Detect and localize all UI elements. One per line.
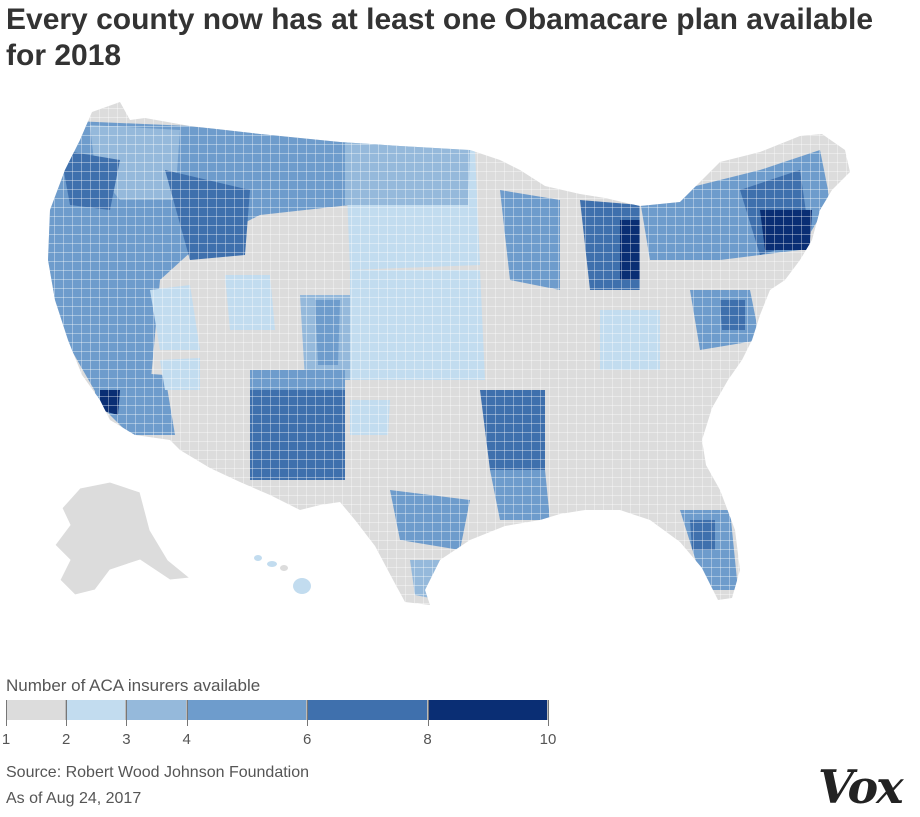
legend-tick [307,700,309,726]
legend-tick [548,700,549,726]
legend-tick [427,700,429,726]
legend-title: Number of ACA insurers available [6,676,261,695]
legend-tick [66,700,68,726]
lower-48-states [48,102,850,605]
legend-bin [6,700,67,720]
legend-tick-label: 6 [302,731,312,748]
map-svg [48,102,850,605]
legend-bin [126,700,187,720]
legend-bin [307,700,428,720]
legend-tick-marks: 1 2 3 4 6 8 10 [2,700,556,750]
legend-tick [6,700,7,726]
legend-bin [186,700,308,720]
legend-tick-label: 10 [539,731,557,748]
legend-tick-label: 8 [423,731,432,748]
legend-color-scale [6,700,548,720]
legend-tick-label: 3 [122,731,131,748]
source-note: Source: Robert Wood Johnson Foundation [6,764,310,781]
hawaii [254,555,311,594]
legend-tick [126,700,128,726]
alaska [54,481,192,596]
legend-bin [66,700,127,720]
legend-tick-label: 1 [1,731,11,748]
legend-tick-label: 2 [62,731,71,748]
vox-logo: Vox [818,760,904,814]
legend-bin [427,700,548,720]
map-title: Every county now has at least one Obamac… [6,3,874,72]
legend-tick [186,700,188,726]
us-county-map [0,90,920,670]
legend-tick-label: 4 [182,731,191,748]
as-of-date: As of Aug 24, 2017 [6,790,142,807]
